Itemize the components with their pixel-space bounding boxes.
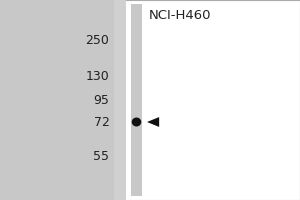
Text: NCI-H460: NCI-H460 [149,9,211,22]
Ellipse shape [132,117,141,127]
Bar [114,0,126,200]
Text: 95: 95 [94,94,109,106]
Polygon shape [147,117,159,127]
Text: 130: 130 [86,71,110,84]
Bar [131,4,142,196]
Text: 55: 55 [94,150,109,164]
Text: 250: 250 [85,33,109,46]
Bar [114,0,300,200]
Text: 72: 72 [94,116,109,130]
